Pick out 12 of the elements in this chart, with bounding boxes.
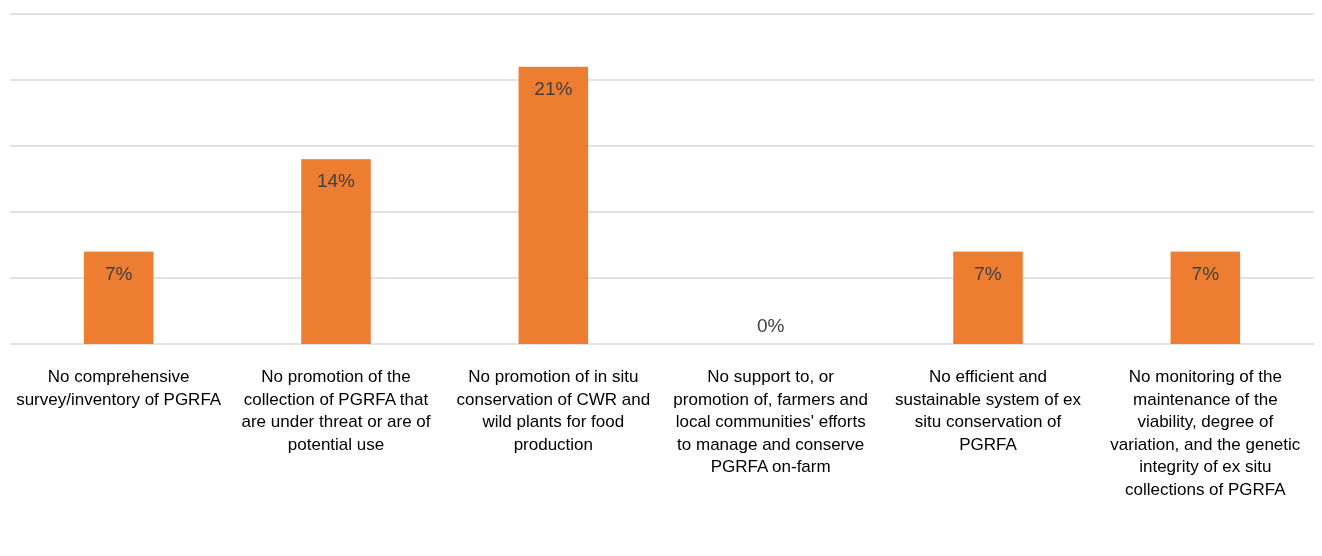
x-tick-label: No support to, or promotion of, farmers and local communities' efforts to manage and conserve PGRFA on-farm bbox=[673, 367, 868, 476]
data-label: 21% bbox=[534, 77, 573, 99]
data-label: 7% bbox=[1191, 262, 1220, 284]
x-tick-label: No promotion of the collection of PGRFA that are under threat or are of potential use bbox=[241, 367, 431, 454]
x-tick-label: No comprehensive survey/inventory of PGRFA bbox=[16, 367, 222, 409]
data-label: 14% bbox=[316, 170, 356, 192]
x-tick-label: No promotion of in situ conservation of CWR and wild plants for food production bbox=[456, 367, 651, 454]
x-tick-label: No monitoring of the maintenance of the viability, degree of variation, and the genetic integrity of ex situ collections of PGRFA bbox=[1110, 367, 1301, 499]
data-label: 7% bbox=[104, 262, 133, 284]
data-label: 7% bbox=[974, 262, 1002, 284]
x-tick-label: No efficient and sustainable system of ex situ conservation of PGRFA bbox=[894, 367, 1082, 454]
data-label: 0% bbox=[756, 315, 785, 336]
